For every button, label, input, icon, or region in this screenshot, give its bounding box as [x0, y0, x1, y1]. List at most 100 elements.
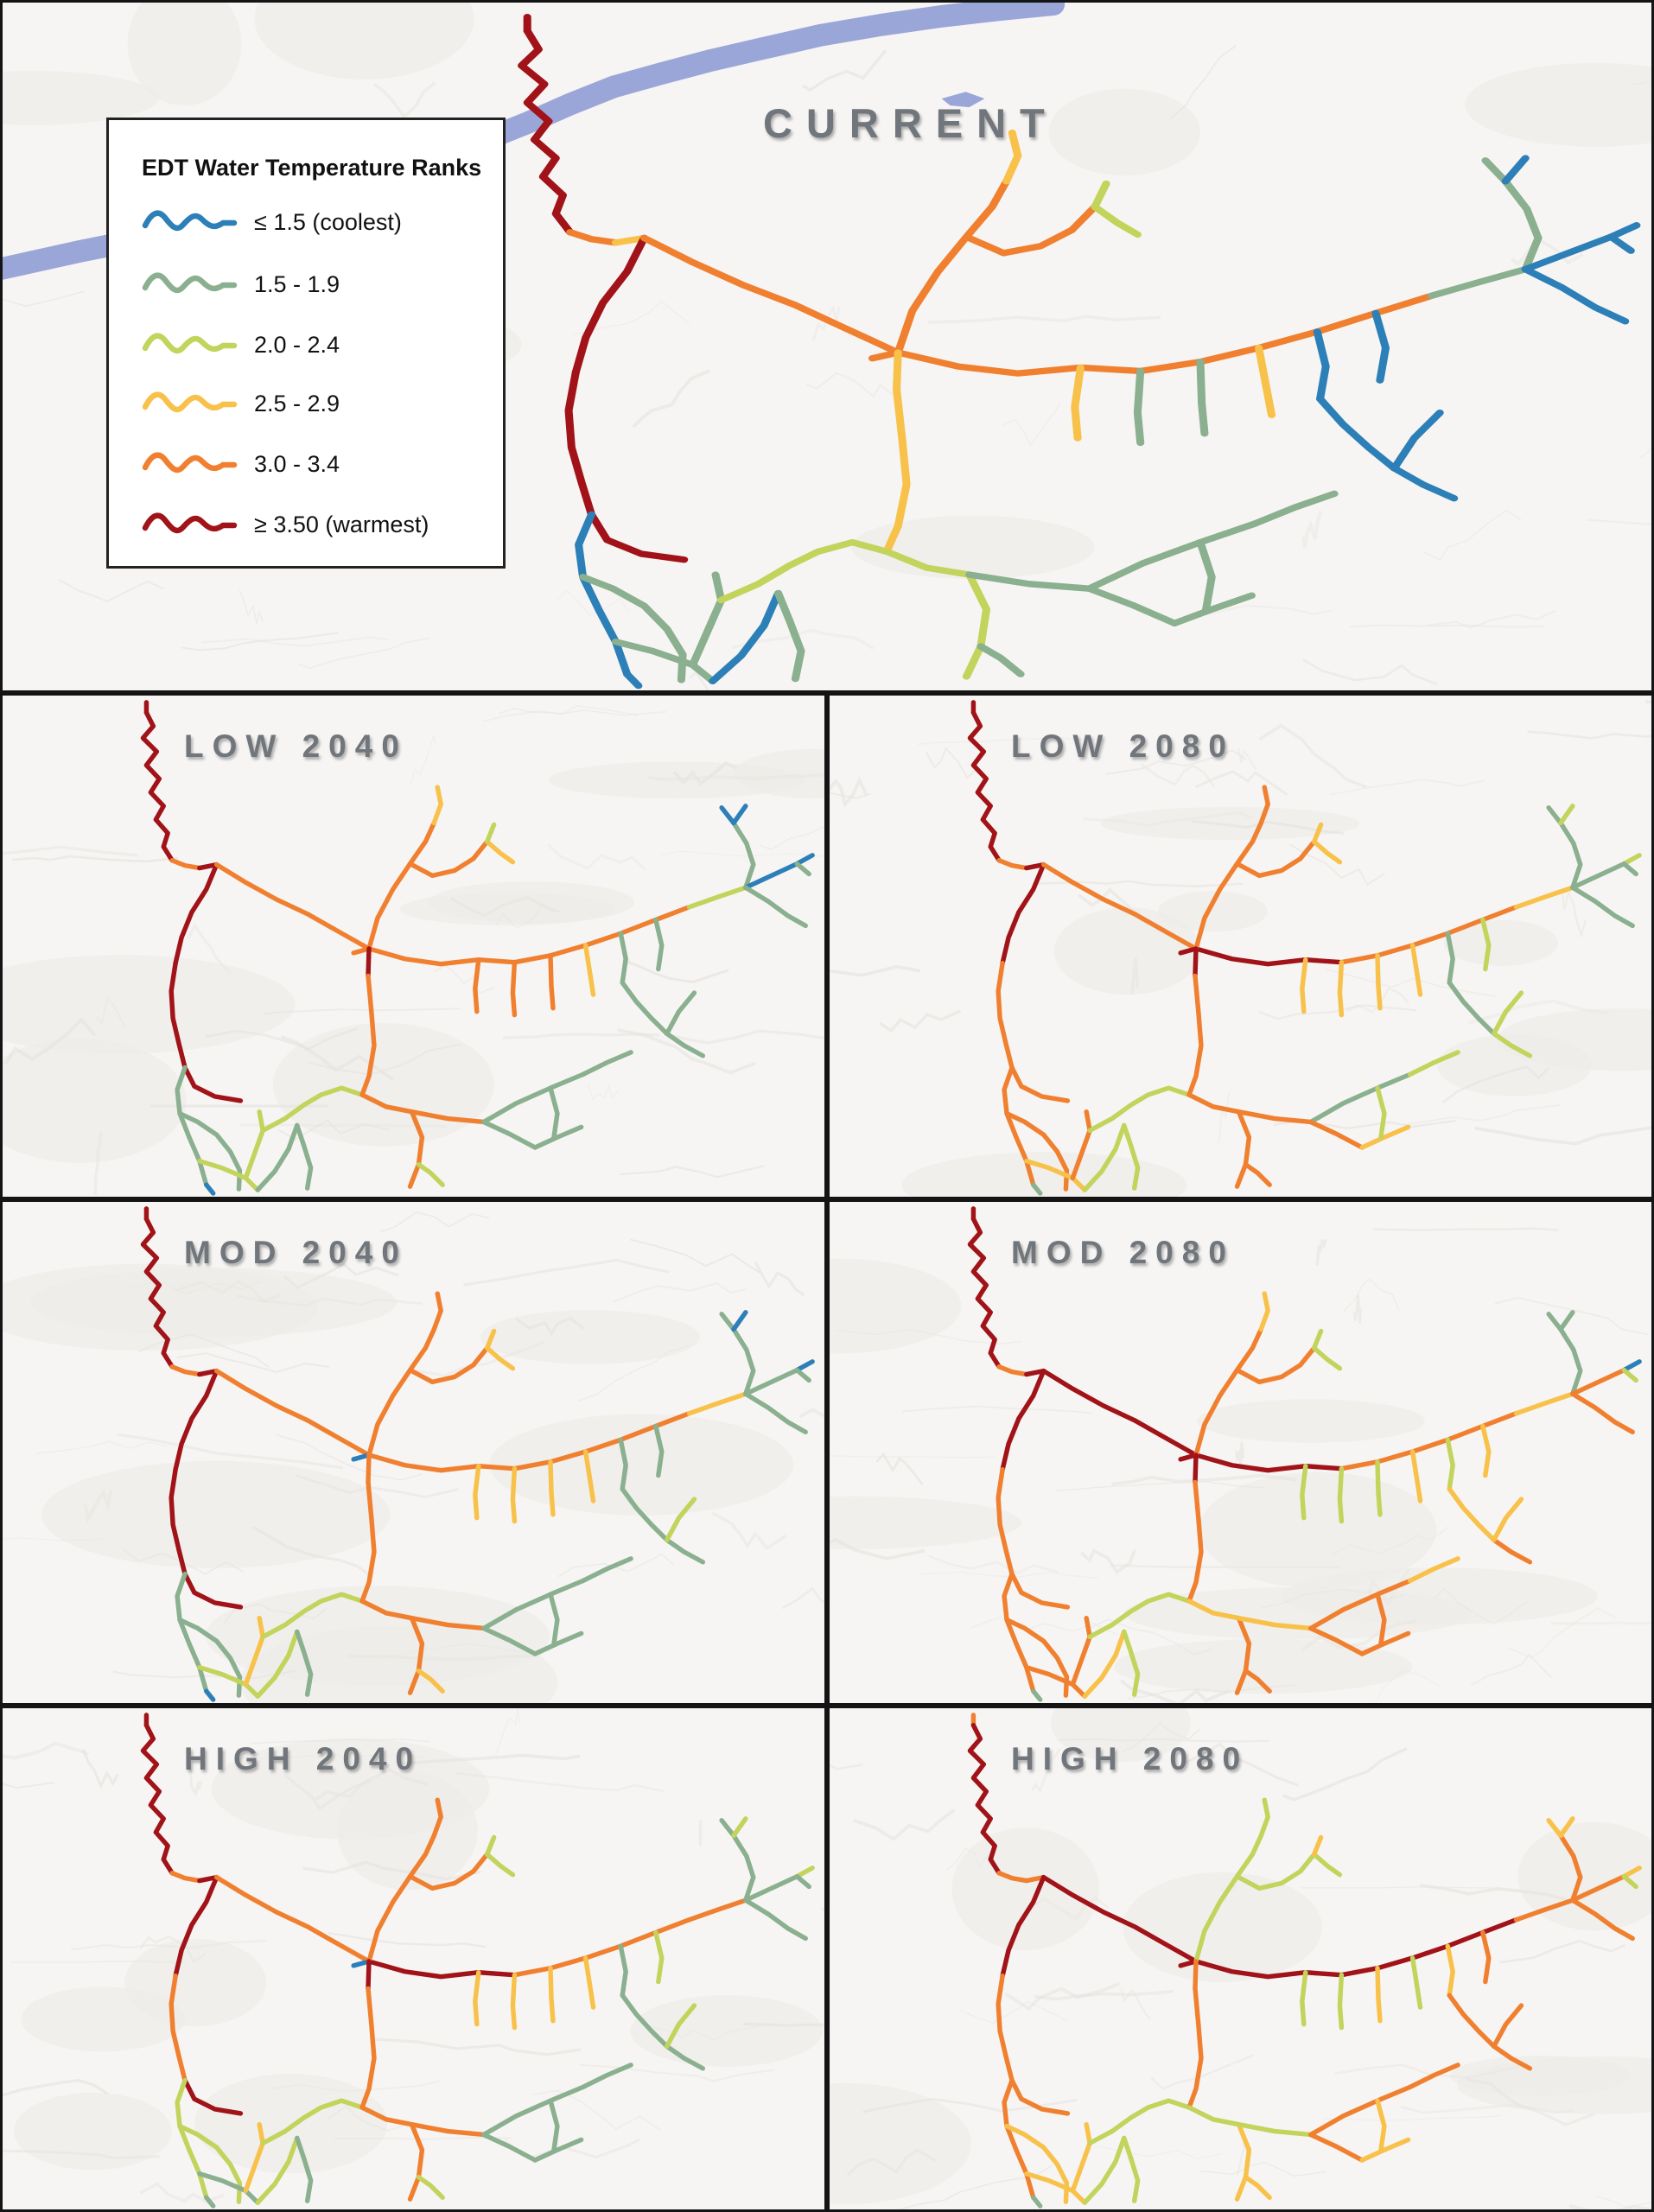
stream-segment-naches-diag — [1236, 2121, 1314, 2138]
stream-segment-ne-arm-tip — [1091, 203, 1142, 238]
terrain-ridge-line — [805, 372, 898, 399]
stream-segment-west-a — [173, 1368, 219, 1472]
terrain-ridge-line — [1301, 1619, 1416, 1652]
terrain-ridge-line — [830, 791, 871, 799]
stream-segment-s-br1 — [1024, 1159, 1087, 1192]
terrain-ridge-line — [689, 671, 709, 690]
stream-segment-e-hang-y — [1409, 943, 1423, 997]
terrain-patch — [205, 1586, 550, 1686]
stream-segment-ne-hang1 — [653, 1929, 665, 1985]
stream-segment-se-hang — [548, 2098, 560, 2152]
stream-segment-mid-main — [366, 1959, 518, 1980]
stream-segment-e-hang-y — [582, 1449, 596, 1503]
stream-segment-nnw-arm — [1193, 1833, 1263, 1964]
stream-segment-u-tail-fork — [416, 1161, 445, 1187]
stream-segment-west-bend — [1009, 2077, 1071, 2116]
stream-segment-se-fan3 — [1359, 1124, 1411, 1150]
stream-segment-se-fan2 — [481, 2132, 538, 2163]
legend-item-label: 2.0 - 2.4 — [254, 331, 340, 358]
terrain-ridge-line — [1367, 1567, 1411, 1606]
stream-segment-ne-fan-mid2 — [665, 1537, 706, 1565]
stream-segment-ne-arm — [1234, 1345, 1317, 1385]
terrain-ridge-line — [1301, 1886, 1492, 1889]
terrain-ridge-line — [308, 1043, 461, 1076]
terrain-ridge-line — [117, 1433, 344, 1470]
terrain-patch — [3, 955, 296, 1054]
stream-segment-s-blue-tip — [623, 671, 643, 690]
stream-segment-nnw-arm — [366, 1326, 436, 1458]
stream-segment-se-fan1 — [1085, 520, 1259, 592]
terrain-ridge-line — [3, 845, 139, 857]
stream-segment-naches-diag — [409, 1615, 487, 1631]
river-network-mod-2080 — [967, 1206, 1642, 1702]
stream-segment-nnw-tip — [1258, 1291, 1270, 1332]
stream-segment-nw-jog2 — [1024, 1368, 1046, 1377]
stream-segment-u-top-red — [366, 1452, 372, 1485]
stream-segment-nnw-arm — [366, 1833, 436, 1964]
terrain-ridge-line — [181, 632, 339, 652]
stream-segment-mid-hang2 — [1337, 1465, 1345, 1524]
stream-segment-u-tail — [1234, 1615, 1252, 1695]
panel-mod-2080: MOD 2080 — [827, 1199, 1654, 1706]
terrain-patch — [489, 1414, 794, 1516]
stream-segment-ne-down — [743, 1391, 808, 1435]
stream-segment-mid-hang3 — [548, 953, 556, 1011]
stream-segment-ne-tip2 — [1621, 861, 1638, 877]
stream-segment-s-br3 — [255, 1629, 300, 1699]
stream-segment-ne-fan-mid2 — [665, 1031, 706, 1058]
stream-segment-mid-main — [366, 946, 518, 967]
stream-segment-u-bottom — [359, 2105, 415, 2127]
stream-segment-nw-wiggle — [140, 1722, 175, 1876]
stream-segment-ne-up — [1501, 178, 1543, 273]
stream-segment-ne-arm-tip2 — [484, 1834, 497, 1857]
terrain-ridge-line — [1427, 609, 1557, 629]
legend-item-label: ≥ 3.50 (warmest) — [254, 511, 429, 537]
stream-segment-ne-fan-mid2 — [1390, 465, 1459, 502]
terrain-patch — [901, 1152, 1187, 1197]
stream-segment-s-blue-tip — [1031, 1688, 1043, 1702]
stream-segment-u-top-red — [1193, 946, 1199, 979]
terrain-ridge-line — [830, 964, 921, 977]
stream-segment-ne-hang2 — [1445, 1437, 1455, 1491]
terrain-ridge-line — [315, 1768, 429, 1802]
legend-title: EDT Water Temperature Ranks — [142, 155, 482, 181]
terrain-ridge-line — [1435, 1587, 1529, 1625]
terrain-ridge-line — [1322, 2114, 1501, 2121]
terrain-patch — [194, 2074, 388, 2174]
terrain-patch — [21, 1986, 185, 2052]
terrain-ridge-line — [130, 1280, 263, 1294]
terrain-patch — [1051, 1708, 1191, 1763]
stream-segment-e-hang-y — [1409, 1955, 1423, 2010]
stream-segment-sw-fork — [1004, 1617, 1070, 1698]
terrain-ridge-line — [1400, 2103, 1575, 2114]
stream-segment-u-top-red — [366, 1959, 372, 1992]
terrain-ridge-line — [632, 368, 710, 429]
stream-segment-sw-stem — [1002, 1065, 1036, 1187]
terrain-ridge-line — [621, 958, 729, 984]
stream-segment-ne-trans — [686, 1391, 748, 1416]
stream-segment-s-br4 — [295, 1122, 314, 1191]
stream-segment-s-br3 — [1082, 1122, 1127, 1192]
stream-segment-s-br1 — [1024, 1665, 1087, 1699]
terrain-patch — [1197, 1399, 1425, 1443]
terrain-ridge-line — [1372, 1227, 1559, 1231]
terrain-ridge-line — [3, 1782, 54, 1789]
terrain-ridge-line — [205, 1027, 359, 1051]
wavy-line-swatch-4 — [142, 391, 238, 413]
stream-segment-se-fan2 — [1085, 585, 1179, 627]
stream-segment-se-fan3 — [532, 1124, 584, 1150]
legend-item-3: 2.0 - 2.4 — [142, 326, 340, 364]
stream-segment-nw-jog2 — [197, 861, 219, 871]
stream-segment-east-main — [1339, 1411, 1519, 1471]
terrain-ridge-line — [187, 1757, 202, 1797]
stream-segment-nw-jog — [169, 1871, 202, 1884]
wavy-line-swatch-coolest — [142, 210, 238, 232]
stream-segment-se-fan2 — [481, 1625, 538, 1656]
terrain-ridge-line — [1077, 887, 1145, 923]
stream-segment-east-main — [1339, 1917, 1519, 1978]
terrain-ridge-line — [1258, 723, 1368, 789]
terrain-ridge-line — [1027, 1896, 1110, 1921]
terrain-ridge-line — [875, 1452, 924, 1486]
terrain-ridge-line — [1467, 999, 1609, 1025]
stream-segment-ne-tip1 — [1621, 853, 1642, 867]
